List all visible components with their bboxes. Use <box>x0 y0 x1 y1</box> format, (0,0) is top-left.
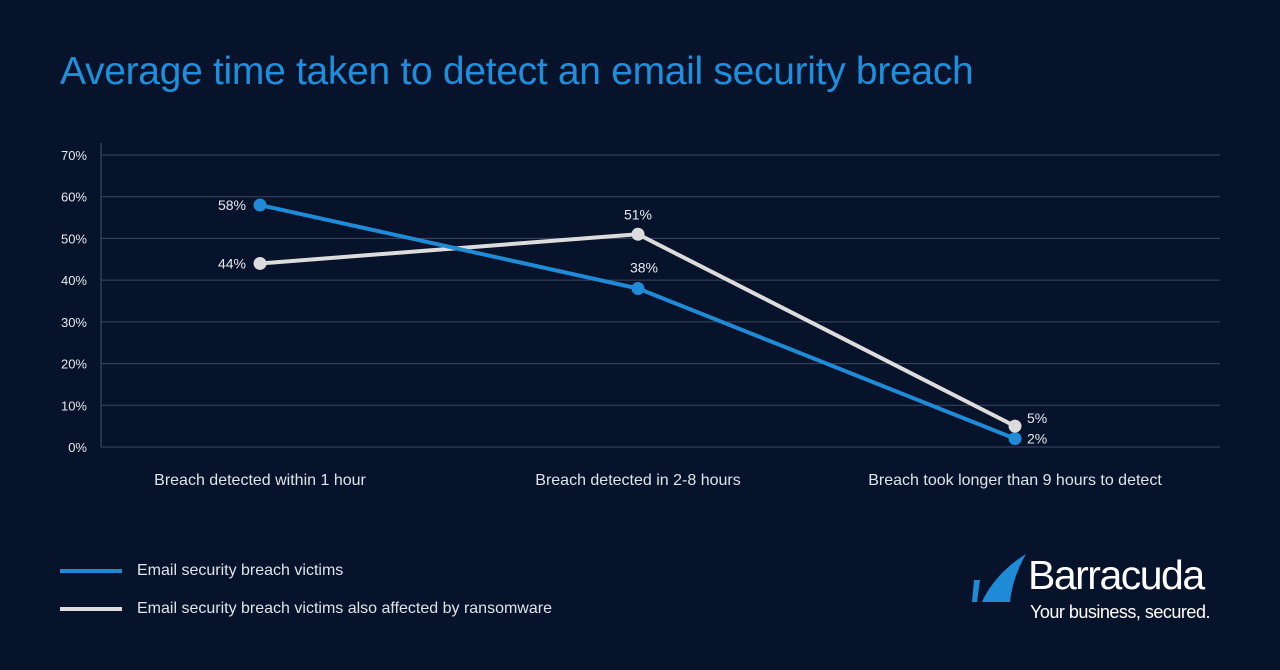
data-label: 58% <box>218 197 246 213</box>
legend-swatch <box>60 569 122 573</box>
legend-item-victims: Email security breach victims <box>60 552 552 590</box>
data-point <box>1008 432 1022 446</box>
data-point <box>631 227 645 241</box>
y-tick-label: 70% <box>61 148 87 163</box>
fin-icon <box>972 554 1026 602</box>
data-label: 51% <box>624 206 652 222</box>
data-label: 5% <box>1027 410 1047 426</box>
y-axis-ticks: 0% 10% 20% 30% 40% 50% 60% 70% <box>61 148 87 455</box>
data-label: 38% <box>630 259 658 275</box>
y-tick-label: 50% <box>61 231 87 246</box>
brand-name: Barracuda <box>1028 552 1205 598</box>
gridlines <box>100 143 1220 448</box>
x-axis-ticks: Breach detected within 1 hour Breach dete… <box>154 472 1162 489</box>
y-tick-label: 60% <box>61 190 87 205</box>
x-tick-label: Breach detected within 1 hour <box>154 472 366 489</box>
x-tick-label: Breach took longer than 9 hours to detec… <box>868 472 1162 489</box>
y-tick-label: 40% <box>61 273 87 288</box>
x-tick-label: Breach detected in 2-8 hours <box>535 472 740 489</box>
legend-item-ransomware: Email security breach victims also affec… <box>60 590 552 628</box>
data-point <box>253 256 267 270</box>
y-tick-label: 30% <box>61 315 87 330</box>
series-lines: 58% 38% 2% 44% 51% 5% <box>218 197 1047 447</box>
legend-label: Email security breach victims also affec… <box>137 600 552 617</box>
y-tick-label: 20% <box>61 357 87 372</box>
legend-swatch <box>60 607 122 611</box>
y-tick-label: 0% <box>68 440 87 455</box>
data-label: 2% <box>1027 431 1047 447</box>
barracuda-logo: Barracuda Your business, secured. <box>972 552 1232 632</box>
data-point <box>631 281 645 295</box>
data-point <box>253 198 267 212</box>
data-label: 44% <box>218 255 246 271</box>
y-tick-label: 10% <box>61 398 87 413</box>
tagline: Your business, secured. <box>1030 602 1210 622</box>
chart-title: Average time taken to detect an email se… <box>60 50 974 93</box>
legend: Email security breach victims Email secu… <box>60 552 552 628</box>
legend-label: Email security breach victims <box>137 562 344 579</box>
data-point <box>1008 419 1022 433</box>
